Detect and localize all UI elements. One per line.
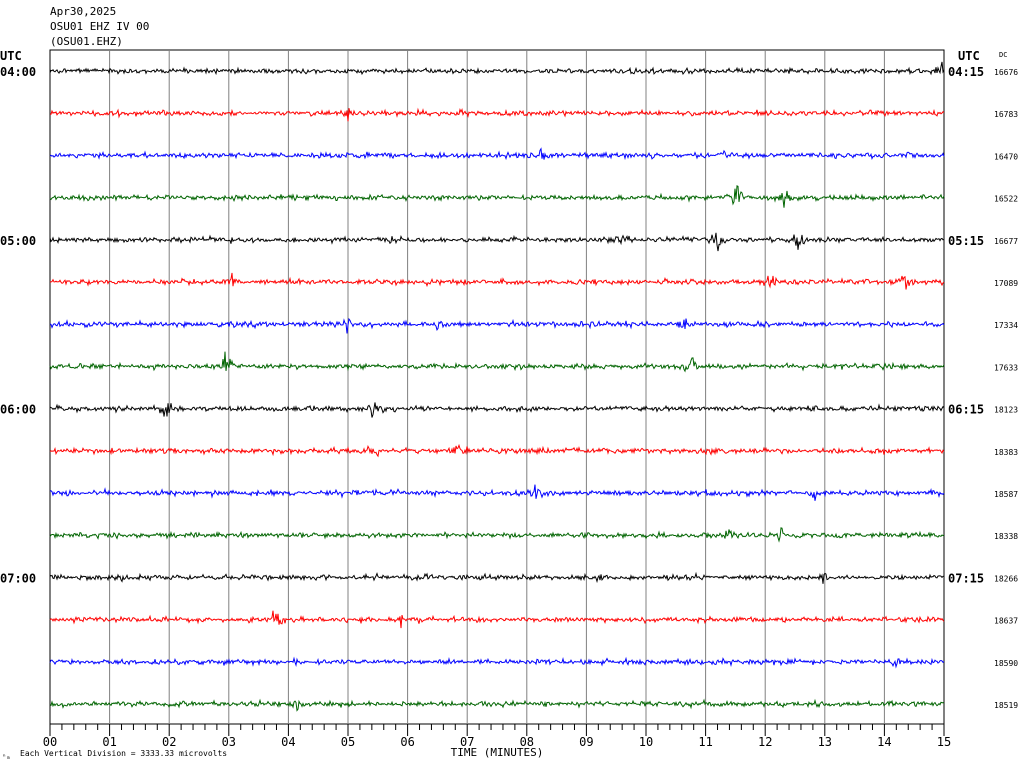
dc-column-title: DC [999, 51, 1007, 59]
x-tick-label: 03 [222, 735, 236, 749]
trace-row [49, 147, 945, 161]
trace-row [50, 107, 945, 122]
row-dc-value: 18266 [994, 574, 1018, 583]
plot-frame [49, 49, 945, 725]
trace-row [49, 351, 945, 373]
trace-row [49, 443, 945, 458]
x-tick-label: 12 [758, 735, 772, 749]
left-utc-title: UTC [0, 49, 22, 63]
trace-row [49, 61, 945, 76]
trace-row [49, 185, 945, 208]
row-time-left: 06:00 [0, 403, 36, 417]
row-time-left: 07:00 [0, 571, 36, 585]
row-dc-value: 16470 [994, 152, 1018, 161]
station-line: OSU01 EHZ IV 00 [50, 20, 150, 33]
x-tick-label: 05 [341, 735, 355, 749]
logo-icon: ⁿₘ [2, 753, 11, 761]
row-dc-value: 17633 [994, 363, 1018, 372]
trace-row [49, 527, 945, 543]
trace-row [49, 698, 945, 712]
x-tick-label: 02 [162, 735, 176, 749]
row-dc-value: 17334 [994, 321, 1018, 330]
x-tick-label: 10 [639, 735, 653, 749]
x-tick-label: 14 [877, 735, 891, 749]
x-tick-label: 13 [818, 735, 832, 749]
row-time-left: 05:00 [0, 234, 36, 248]
trace-row [49, 484, 945, 501]
row-dc-value: 18590 [994, 659, 1018, 668]
row-dc-value: 18338 [994, 532, 1018, 541]
x-tick-label: 11 [698, 735, 712, 749]
x-axis-label: TIME (MINUTES) [451, 746, 544, 759]
trace-row [49, 317, 945, 334]
trace-row [49, 656, 945, 669]
right-utc-title: UTC [958, 49, 980, 63]
station-code: (OSU01.EHZ) [50, 35, 123, 48]
row-time-right: 04:15 [948, 65, 984, 79]
trace-row [49, 272, 945, 290]
row-time-left: 04:00 [0, 65, 36, 79]
x-tick-label: 04 [281, 735, 295, 749]
row-dc-value: 18123 [994, 406, 1018, 415]
x-tick-label: 06 [400, 735, 414, 749]
row-dc-value: 18637 [994, 617, 1018, 626]
x-tick-label: 07 [460, 735, 474, 749]
chart-header: Apr30,2025 OSU01 EHZ IV 00 (OSU01.EHZ) [50, 4, 149, 49]
row-time-right: 07:15 [948, 571, 984, 585]
row-dc-value: 16522 [994, 195, 1018, 204]
row-dc-value: 18587 [994, 490, 1018, 499]
row-dc-value: 18519 [994, 701, 1018, 710]
vertical-division-note: Each Vertical Division = 3333.33 microvo… [20, 749, 228, 758]
row-dc-value: 16677 [994, 237, 1018, 246]
trace-row [49, 402, 945, 418]
x-tick-label: 08 [520, 735, 534, 749]
date-label: Apr30,2025 [50, 5, 117, 18]
row-dc-value: 16783 [994, 110, 1018, 119]
trace-row [49, 610, 945, 629]
row-time-right: 05:15 [948, 234, 984, 248]
row-time-right: 06:15 [948, 403, 984, 417]
x-tick-label: 01 [102, 735, 116, 749]
trace-row [49, 571, 945, 584]
x-tick-label: 00 [43, 735, 57, 749]
trace-row [49, 232, 945, 252]
row-dc-value: 16676 [994, 68, 1018, 77]
row-dc-value: 18383 [994, 448, 1018, 457]
row-dc-value: 17089 [994, 279, 1018, 288]
x-tick-label: 15 [937, 735, 951, 749]
x-tick-label: 09 [579, 735, 593, 749]
